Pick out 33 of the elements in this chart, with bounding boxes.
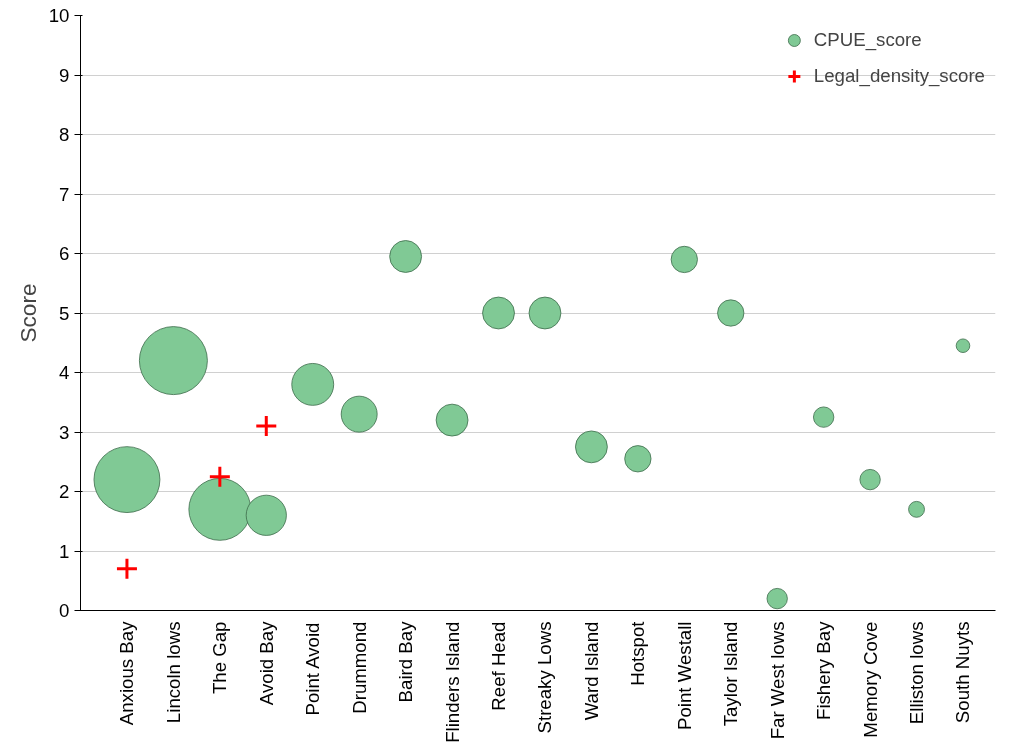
y-tick-label: 4 bbox=[59, 362, 70, 383]
y-tick-label: 9 bbox=[59, 64, 70, 86]
y-tick-label: 3 bbox=[59, 421, 70, 443]
x-tick-label: Baird Bay bbox=[395, 620, 417, 703]
x-tick-label: Flinders Island bbox=[441, 621, 463, 743]
x-tick-label: Point Westall bbox=[673, 621, 695, 731]
x-tick-label: Taylor Island bbox=[720, 621, 742, 727]
x-tick-label: Avoid Bay bbox=[255, 620, 277, 706]
y-tick-label: 7 bbox=[59, 183, 70, 205]
x-tick-label: Elliston lows bbox=[906, 621, 928, 725]
x-tick-label: Drummond bbox=[348, 621, 370, 714]
x-tick-label: South Nuyts bbox=[952, 621, 974, 724]
legend-label: CPUE_score bbox=[813, 29, 922, 51]
x-tick-label: Streaky Lows bbox=[534, 621, 556, 734]
y-tick-label: 1 bbox=[59, 540, 70, 562]
y-tick-label: 5 bbox=[59, 302, 70, 324]
x-tick-label: Anxious Bay bbox=[116, 620, 138, 726]
x-tick-label: The Gap bbox=[209, 621, 231, 695]
legend-label: Legal_density_score bbox=[813, 65, 985, 87]
x-tick-label: Ward Island bbox=[580, 621, 602, 721]
y-tick-label: 0 bbox=[59, 600, 70, 621]
y-tick-label: 8 bbox=[59, 124, 70, 145]
x-tick-label: Lincoln lows bbox=[162, 621, 184, 724]
x-tick-label: Far West lows bbox=[766, 621, 788, 740]
x-tick-label: Reef Head bbox=[488, 621, 510, 711]
x-tick-label: Memory Cove bbox=[859, 621, 881, 738]
x-tick-label: Point Avoid bbox=[302, 622, 324, 716]
x-tick-label: Hotspot bbox=[627, 620, 649, 686]
y-tick-label: 10 bbox=[48, 5, 70, 26]
y-axis-title: Score bbox=[14, 283, 41, 343]
y-tick-label: 2 bbox=[59, 481, 70, 502]
y-tick-label: 6 bbox=[59, 243, 70, 264]
x-tick-label: Fishery Bay bbox=[813, 620, 835, 720]
